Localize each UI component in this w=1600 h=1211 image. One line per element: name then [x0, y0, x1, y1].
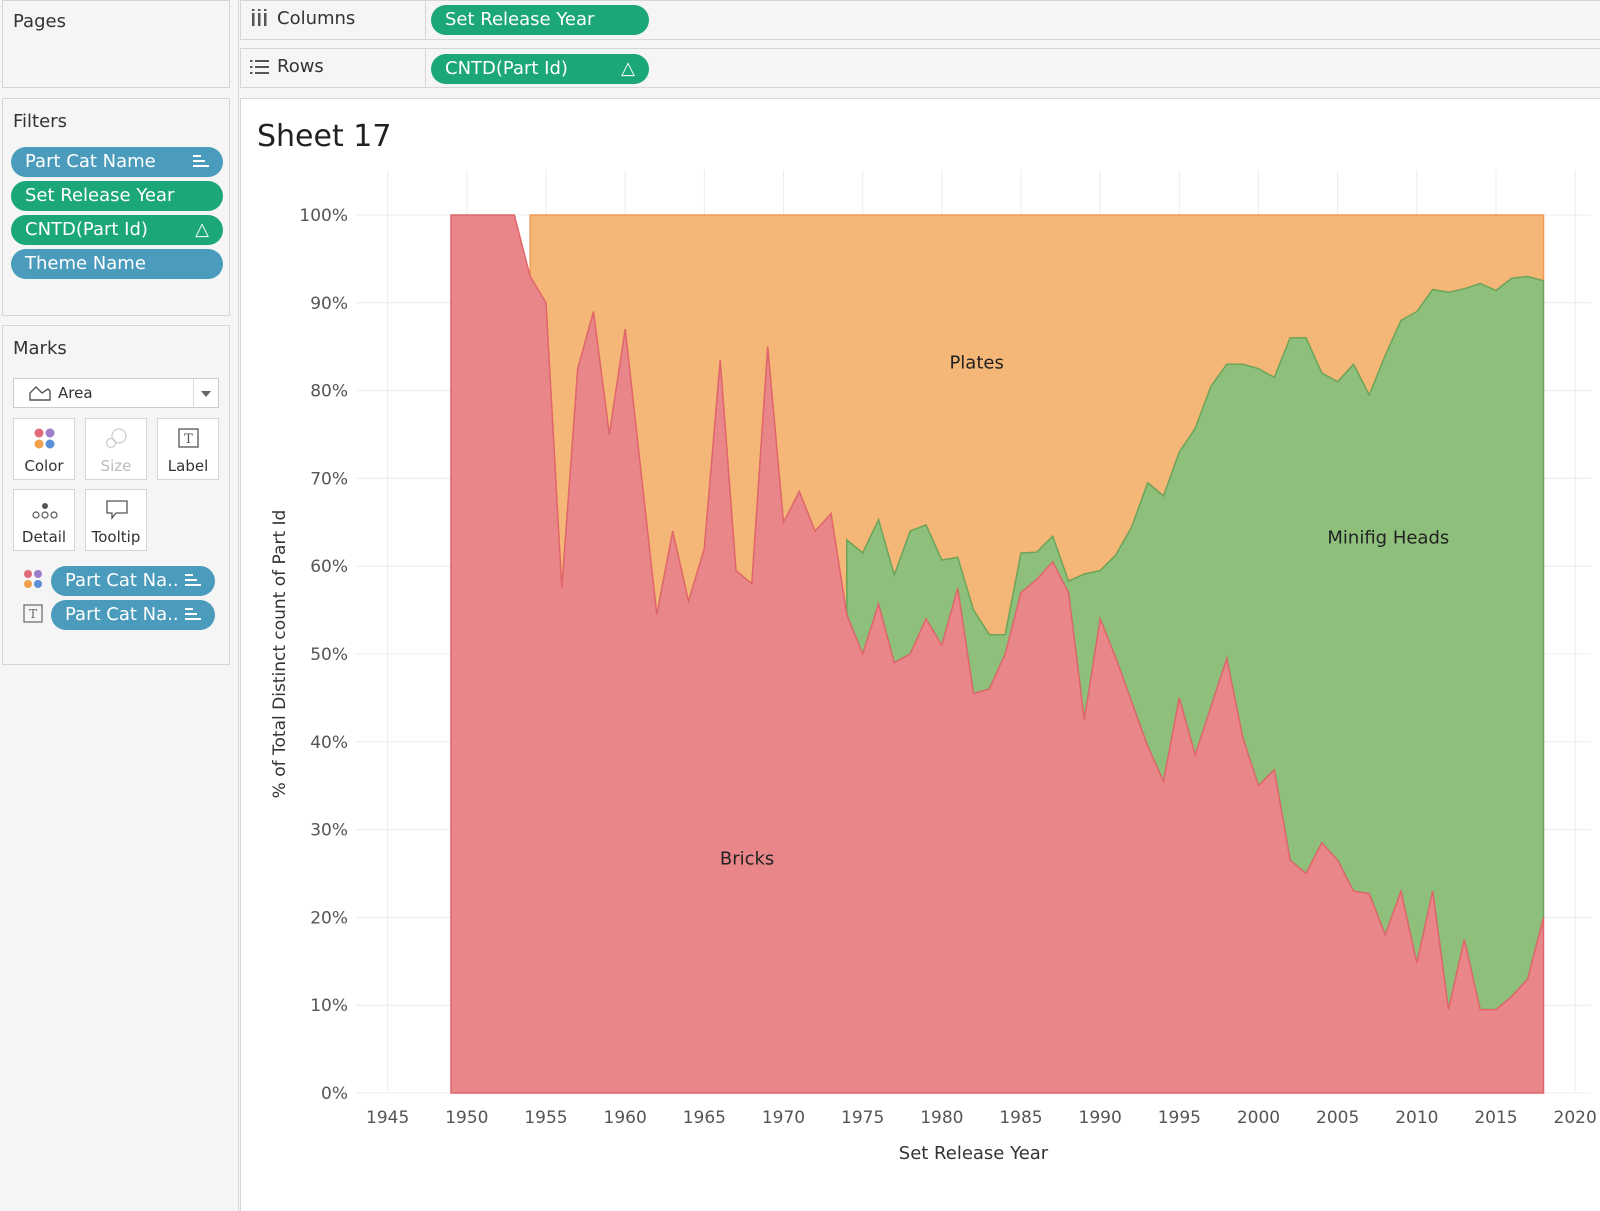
sheet-title: Sheet 17 — [257, 119, 392, 154]
label-icon: T — [23, 604, 43, 623]
y-tick-label: 20% — [310, 908, 348, 928]
y-tick-label: 80% — [310, 382, 348, 402]
filters-panel: Filters Part Cat Name Set Release Year C… — [2, 98, 230, 316]
sort-icon — [185, 608, 201, 622]
x-tick-label: 2020 — [1554, 1108, 1597, 1128]
filters-title: Filters — [13, 111, 67, 132]
y-tick-label: 90% — [310, 294, 348, 314]
filter-pill-label: CNTD(Part Id) — [25, 219, 148, 240]
svg-text:T: T — [29, 607, 37, 621]
marks-title: Marks — [13, 338, 67, 359]
svg-text:T: T — [184, 432, 193, 447]
label-icon: T — [178, 428, 199, 448]
columns-pill-label: Set Release Year — [445, 9, 595, 30]
y-tick-label: 70% — [310, 469, 348, 489]
marks-card-detail[interactable]: Detail — [13, 489, 75, 551]
tooltip-icon — [106, 500, 128, 520]
mark-type-dropdown[interactable]: Area — [13, 378, 219, 408]
size-icon — [105, 428, 127, 449]
marks-field-pill-label[interactable]: Part Cat Na.. — [51, 600, 215, 630]
columns-icon — [252, 9, 267, 26]
x-tick-label: 1960 — [604, 1108, 647, 1128]
columns-pill-set-release-year[interactable]: Set Release Year — [431, 5, 649, 35]
columns-shelf[interactable]: Columns Set Release Year — [240, 0, 1600, 40]
rows-pill-cntd-part-id[interactable]: CNTD(Part Id) △ — [431, 54, 649, 84]
filter-pill-part-cat-name[interactable]: Part Cat Name — [11, 147, 223, 177]
card-label: Detail — [21, 528, 67, 546]
dropdown-arrow-container — [193, 379, 218, 407]
filter-pill-theme-name[interactable]: Theme Name — [11, 249, 223, 279]
x-tick-label: 1950 — [445, 1108, 488, 1128]
filter-pill-label: Set Release Year — [25, 185, 175, 206]
marks-card-tooltip[interactable]: Tooltip — [85, 489, 147, 551]
marks-card-color[interactable]: Color — [13, 418, 75, 480]
y-tick-label: 10% — [310, 996, 348, 1016]
x-tick-label: 1990 — [1079, 1108, 1122, 1128]
y-tick-label: 40% — [310, 733, 348, 753]
rows-label-text: Rows — [277, 56, 324, 77]
x-tick-label: 1945 — [366, 1108, 409, 1128]
area-icon — [29, 386, 51, 401]
x-tick-label: 2005 — [1316, 1108, 1359, 1128]
card-label: Tooltip — [91, 528, 141, 546]
x-tick-label: 1965 — [683, 1108, 726, 1128]
x-axis-title: Set Release Year — [899, 1143, 1049, 1164]
series-label-plates: Plates — [949, 353, 1003, 374]
x-tick-label: 2010 — [1395, 1108, 1438, 1128]
x-tick-label: 2015 — [1474, 1108, 1517, 1128]
filter-pill-label: Part Cat Name — [25, 151, 156, 172]
worksheet-view: Sheet 17 Bricks Plates Minifig Heads 0% 10% 2… — [240, 98, 1600, 1211]
rows-shelf[interactable]: Rows CNTD(Part Id) △ — [240, 48, 1600, 88]
marks-panel: Marks Area Color Size T Label — [2, 325, 230, 665]
filter-pill-cntd-part-id[interactable]: CNTD(Part Id) △ — [11, 215, 223, 245]
pages-panel: Pages — [2, 0, 230, 88]
x-tick-label: 1975 — [841, 1108, 884, 1128]
delta-icon: △ — [195, 219, 209, 240]
delta-icon: △ — [621, 58, 635, 79]
card-label: Color — [24, 457, 64, 475]
y-tick-label: 50% — [310, 645, 348, 665]
card-label: Label — [167, 457, 209, 475]
columns-shelf-label: Columns — [241, 1, 426, 39]
y-tick-label: 60% — [310, 557, 348, 577]
y-tick-label: 100% — [299, 206, 348, 226]
columns-label-text: Columns — [277, 8, 356, 29]
color-dots-icon — [34, 428, 55, 449]
y-tick-label: 30% — [310, 821, 348, 841]
mark-type-label: Area — [58, 384, 93, 402]
chevron-down-icon — [201, 391, 211, 397]
y-tick-label: 0% — [321, 1084, 348, 1104]
rows-pill-label: CNTD(Part Id) — [445, 58, 568, 79]
pages-title: Pages — [13, 11, 66, 32]
color-dots-icon — [24, 570, 42, 588]
filter-pill-set-release-year[interactable]: Set Release Year — [11, 181, 223, 211]
y-axis-title: % of Total Distinct count of Part Id — [270, 510, 290, 799]
series-area-bricks — [450, 214, 1545, 1094]
sidebar-divider — [238, 0, 239, 1211]
x-tick-label: 1995 — [1158, 1108, 1201, 1128]
marks-card-size[interactable]: Size — [85, 418, 147, 480]
sort-icon — [185, 574, 201, 588]
x-tick-label: 2000 — [1237, 1108, 1280, 1128]
x-tick-label: 1980 — [920, 1108, 963, 1128]
x-tick-label: 1970 — [762, 1108, 805, 1128]
area-chart: Bricks Plates Minifig Heads 0% 10% 20% 30% 40% 5… — [270, 170, 1597, 1164]
sort-icon — [193, 155, 209, 169]
filter-pill-label: Theme Name — [25, 253, 146, 274]
field-pill-label: Part Cat Na.. — [65, 604, 179, 625]
rows-icon — [250, 60, 269, 74]
rows-shelf-label: Rows — [241, 49, 426, 87]
x-tick-label: 1985 — [999, 1108, 1042, 1128]
series-label-minifig-heads: Minifig Heads — [1327, 527, 1449, 548]
field-pill-label: Part Cat Na.. — [65, 570, 179, 591]
marks-card-label[interactable]: T Label — [157, 418, 219, 480]
marks-field-pill-color[interactable]: Part Cat Na.. — [51, 566, 215, 596]
detail-icon — [32, 503, 58, 519]
card-label: Size — [100, 457, 132, 475]
series-label-bricks: Bricks — [720, 849, 774, 870]
x-tick-label: 1955 — [524, 1108, 567, 1128]
